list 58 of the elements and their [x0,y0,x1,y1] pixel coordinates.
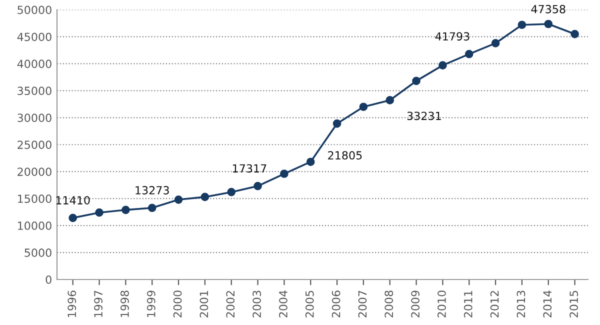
y-tick-label: 30000 [18,114,52,122]
y-tick-label: 10000 [18,222,52,230]
x-tick-label: 1996 [68,290,76,317]
annotation: 21805 [328,151,362,160]
point [280,170,288,178]
point [122,206,130,214]
y-tick-label: 5000 [24,248,52,257]
point [95,208,104,217]
x-tick-label: 1998 [120,290,129,317]
annotation: 13273 [136,186,169,194]
annotation: 11410 [56,196,90,204]
point [254,182,262,190]
annotation: 17317 [232,164,266,173]
y-tick-label: 20000 [18,168,52,176]
x-tick-label: 2013 [516,290,526,318]
x-tick-label: 2006 [332,290,340,318]
x-tick-label: 2008 [384,290,394,318]
point [227,188,236,196]
y-tick-label: 35000 [18,86,52,96]
point [491,39,500,48]
x-tick-label: 2010 [438,290,446,318]
point [386,96,394,104]
x-tick-label: 2014 [543,290,552,318]
y-tick-label: 15000 [18,194,52,203]
y-tick-label: 50000 [18,6,52,14]
x-tick-label: 2011 [464,290,472,318]
point [148,204,156,212]
x-tick-label: 2003 [252,290,261,318]
y-tick-label: 25000 [18,140,52,150]
y-tick-label: 45000 [17,32,52,42]
y-tick-label: 0 [46,275,52,284]
point [544,20,553,28]
point [464,50,474,58]
point [332,119,342,128]
annotation: 33231 [407,112,441,120]
x-tick-label: 2015 [570,290,578,318]
x-tick-label: 2007 [358,290,367,318]
x-tick-label: 2002 [226,291,235,318]
annotation: 41793 [435,32,470,41]
point [306,158,315,166]
x-tick-label: 2001 [200,290,208,318]
x-tick-label: 2004 [279,290,288,318]
point [68,214,78,222]
x-tick-label: 2009 [411,290,420,318]
x-tick-label: 2005 [305,290,314,318]
x-tick-label: 1999 [146,290,156,317]
annotation: 47358 [531,4,566,14]
point [174,195,183,204]
x-tick-label: 2012 [490,291,499,318]
point [359,102,368,112]
x-tick-label: 1997 [94,290,102,317]
x-tick-label: 2000 [173,290,182,318]
point [438,61,447,70]
point [200,192,210,202]
point [518,20,526,30]
y-tick-label: 40000 [17,60,52,68]
point [570,30,579,38]
point [412,76,420,86]
